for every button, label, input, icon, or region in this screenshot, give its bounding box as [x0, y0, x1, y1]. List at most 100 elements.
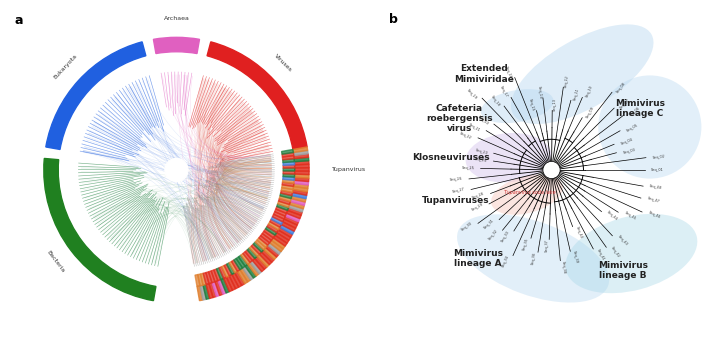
Polygon shape [290, 202, 304, 209]
Polygon shape [294, 180, 309, 185]
Polygon shape [295, 174, 309, 178]
Polygon shape [279, 199, 290, 205]
Text: Seq_15: Seq_15 [528, 98, 535, 112]
Text: Seq_08: Seq_08 [616, 81, 627, 94]
Polygon shape [251, 244, 261, 254]
Polygon shape [203, 285, 210, 299]
Polygon shape [295, 171, 309, 175]
Polygon shape [280, 193, 292, 199]
Polygon shape [293, 186, 308, 192]
Polygon shape [282, 179, 294, 183]
Polygon shape [223, 277, 232, 292]
Polygon shape [280, 225, 294, 234]
Polygon shape [242, 266, 253, 280]
Ellipse shape [466, 133, 551, 183]
Polygon shape [295, 168, 309, 171]
Text: Seq_02: Seq_02 [652, 154, 665, 160]
Polygon shape [280, 196, 291, 202]
Polygon shape [249, 246, 259, 256]
Text: Seq_11: Seq_11 [572, 88, 579, 101]
Text: Seq_13: Seq_13 [553, 98, 556, 111]
Polygon shape [272, 214, 284, 222]
Text: Extended
Mimiviridae: Extended Mimiviridae [454, 65, 514, 84]
Polygon shape [288, 207, 302, 215]
Polygon shape [216, 268, 223, 279]
Polygon shape [200, 285, 206, 300]
Polygon shape [282, 176, 295, 180]
Text: Bacteria: Bacteria [46, 249, 66, 273]
Text: Mimivirus
lineage C: Mimivirus lineage C [615, 99, 665, 118]
Polygon shape [283, 174, 295, 177]
Text: Cafeteria
roebergensis
virus: Cafeteria roebergensis virus [426, 103, 493, 133]
Text: Seq_01: Seq_01 [652, 168, 664, 172]
Text: Seq_42: Seq_42 [610, 246, 620, 259]
Polygon shape [288, 205, 304, 212]
Polygon shape [294, 161, 309, 165]
Polygon shape [232, 260, 240, 271]
Text: Seq_16: Seq_16 [504, 65, 513, 79]
Polygon shape [198, 274, 203, 286]
Text: Seq_35: Seq_35 [522, 237, 529, 251]
Polygon shape [283, 168, 295, 171]
Text: Seq_22: Seq_22 [459, 131, 472, 140]
Text: Seq_34: Seq_34 [502, 254, 510, 268]
Ellipse shape [566, 214, 697, 293]
Polygon shape [261, 234, 272, 243]
Wedge shape [154, 37, 199, 54]
Text: Seq_03: Seq_03 [622, 148, 636, 155]
Text: Seq_14: Seq_14 [537, 85, 542, 99]
Text: Seq_29: Seq_29 [470, 202, 483, 212]
Text: Seq_23: Seq_23 [475, 148, 488, 155]
Polygon shape [218, 279, 226, 294]
Text: Seq_18: Seq_18 [489, 95, 500, 107]
Circle shape [165, 158, 188, 182]
Polygon shape [248, 262, 259, 276]
Polygon shape [197, 286, 203, 301]
Polygon shape [292, 192, 306, 199]
Polygon shape [294, 154, 309, 159]
Polygon shape [258, 236, 269, 245]
Text: Seq_46: Seq_46 [648, 210, 661, 219]
Polygon shape [221, 266, 229, 277]
Polygon shape [211, 270, 218, 282]
Polygon shape [261, 250, 274, 262]
Polygon shape [290, 199, 305, 205]
Polygon shape [208, 271, 215, 283]
Polygon shape [282, 156, 294, 160]
Polygon shape [255, 256, 267, 269]
Polygon shape [224, 264, 232, 276]
Polygon shape [259, 252, 272, 265]
Text: Seq_32: Seq_32 [488, 229, 499, 241]
Polygon shape [243, 252, 253, 262]
Polygon shape [255, 240, 266, 250]
Text: Seq_19: Seq_19 [466, 88, 478, 100]
Polygon shape [269, 240, 283, 252]
Polygon shape [282, 159, 294, 163]
Polygon shape [215, 281, 223, 295]
Polygon shape [293, 150, 308, 156]
Text: Klosneuviruses: Klosneuviruses [412, 153, 490, 162]
Polygon shape [226, 276, 236, 290]
Wedge shape [44, 158, 156, 301]
Circle shape [543, 162, 560, 178]
Text: Seq_06: Seq_06 [628, 106, 641, 117]
Text: Tupanvirus: Tupanvirus [332, 168, 366, 172]
Polygon shape [206, 272, 212, 284]
Polygon shape [283, 162, 295, 165]
Polygon shape [206, 284, 213, 299]
Text: Seq_09: Seq_09 [585, 106, 596, 119]
Text: Seq_10: Seq_10 [585, 85, 593, 99]
Text: a: a [15, 14, 23, 27]
Polygon shape [219, 267, 226, 278]
Polygon shape [287, 210, 301, 219]
Polygon shape [295, 164, 309, 168]
Polygon shape [293, 147, 308, 153]
Text: Mimivirus
lineage B: Mimivirus lineage B [598, 261, 648, 280]
Polygon shape [280, 190, 293, 195]
Polygon shape [283, 165, 295, 168]
Polygon shape [273, 235, 287, 246]
Polygon shape [274, 212, 285, 219]
Polygon shape [276, 206, 288, 213]
Polygon shape [277, 230, 290, 240]
Polygon shape [200, 273, 206, 285]
